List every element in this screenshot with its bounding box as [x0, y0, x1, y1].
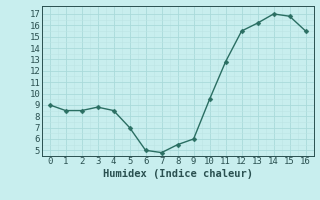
X-axis label: Humidex (Indice chaleur): Humidex (Indice chaleur) [103, 169, 252, 179]
